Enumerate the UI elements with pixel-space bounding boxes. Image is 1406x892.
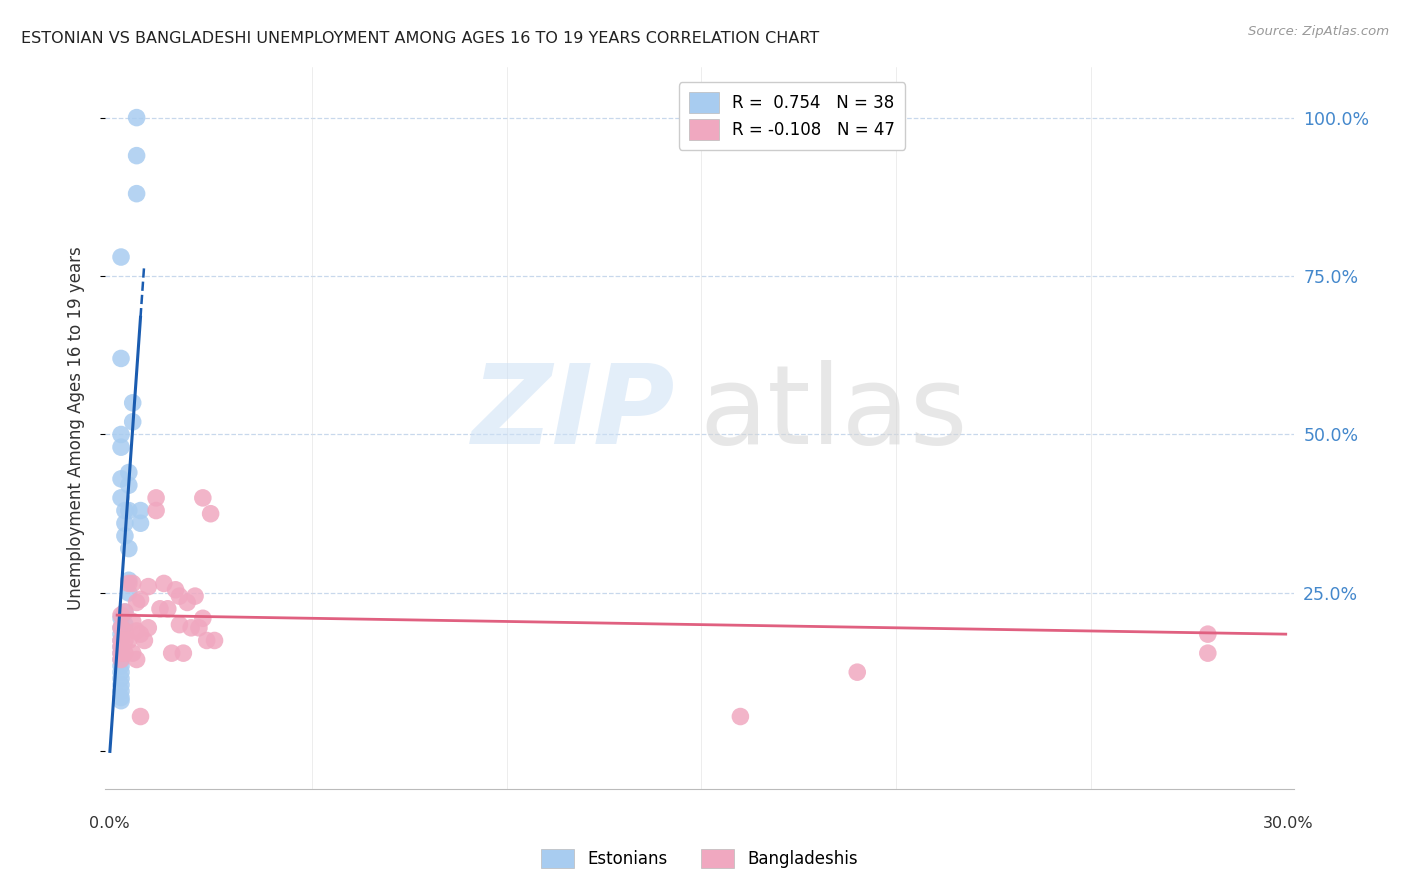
Point <box>191 491 214 505</box>
Text: Source: ZipAtlas.com: Source: ZipAtlas.com <box>1249 25 1389 38</box>
Point <box>110 684 132 698</box>
Point <box>200 507 222 521</box>
Point <box>110 351 132 366</box>
Point <box>129 709 152 723</box>
Point <box>110 611 132 625</box>
Point <box>165 582 187 597</box>
Point <box>110 250 132 264</box>
Y-axis label: Unemployment Among Ages 16 to 19 years: Unemployment Among Ages 16 to 19 years <box>66 246 84 610</box>
Point <box>160 646 183 660</box>
Point <box>110 608 132 623</box>
Point <box>114 633 136 648</box>
Point <box>195 633 218 648</box>
Point <box>114 624 136 638</box>
Point <box>204 633 226 648</box>
Point <box>121 415 143 429</box>
Point <box>149 601 172 615</box>
Point <box>118 586 141 600</box>
Point <box>110 678 132 692</box>
Point <box>145 491 167 505</box>
Point <box>118 478 141 492</box>
Point <box>125 186 148 201</box>
Point <box>118 576 141 591</box>
Point <box>114 516 136 531</box>
Point <box>114 646 136 660</box>
Point <box>180 621 202 635</box>
Point <box>110 694 132 708</box>
Point <box>118 466 141 480</box>
Point <box>156 601 179 615</box>
Point <box>110 665 132 680</box>
Point <box>125 624 148 638</box>
Point <box>114 605 136 619</box>
Point <box>110 491 132 505</box>
Point <box>118 503 141 517</box>
Point <box>110 658 132 673</box>
Point <box>125 111 148 125</box>
Point <box>110 627 132 641</box>
Point <box>114 605 136 619</box>
Point <box>125 148 148 162</box>
Point <box>110 621 132 635</box>
Point <box>169 589 191 603</box>
Point <box>1197 646 1219 660</box>
Point <box>846 665 869 680</box>
Text: atlas: atlas <box>700 360 967 467</box>
Point <box>172 646 194 660</box>
Legend: Estonians, Bangladeshis: Estonians, Bangladeshis <box>534 842 865 875</box>
Point <box>110 672 132 686</box>
Point <box>121 615 143 629</box>
Point <box>153 576 176 591</box>
Point <box>730 709 752 723</box>
Point <box>110 690 132 705</box>
Point <box>110 646 132 660</box>
Point <box>129 627 152 641</box>
Point <box>114 529 136 543</box>
Point <box>191 611 214 625</box>
Point <box>118 633 141 648</box>
Point <box>129 592 152 607</box>
Point <box>136 621 159 635</box>
Point <box>129 503 152 517</box>
Point <box>110 633 132 648</box>
Point <box>129 516 152 531</box>
Text: 0.0%: 0.0% <box>90 816 129 830</box>
Point <box>145 503 167 517</box>
Point <box>114 503 136 517</box>
Point <box>121 396 143 410</box>
Point <box>121 576 143 591</box>
Text: 30.0%: 30.0% <box>1263 816 1313 830</box>
Point <box>110 440 132 454</box>
Text: ESTONIAN VS BANGLADESHI UNEMPLOYMENT AMONG AGES 16 TO 19 YEARS CORRELATION CHART: ESTONIAN VS BANGLADESHI UNEMPLOYMENT AMO… <box>21 31 820 46</box>
Point <box>110 427 132 442</box>
Point <box>136 580 159 594</box>
Point <box>110 640 132 654</box>
Text: ZIP: ZIP <box>472 360 676 467</box>
Point <box>121 646 143 660</box>
Point <box>110 621 132 635</box>
Point <box>187 621 209 635</box>
Point <box>118 574 141 588</box>
Point <box>184 589 207 603</box>
Point <box>125 595 148 609</box>
Point <box>110 640 132 654</box>
Point <box>118 541 141 556</box>
Point <box>125 652 148 666</box>
Point <box>110 646 132 660</box>
Point <box>110 472 132 486</box>
Point <box>176 595 198 609</box>
Point <box>114 617 136 632</box>
Point <box>1197 627 1219 641</box>
Point <box>110 633 132 648</box>
Point <box>134 633 156 648</box>
Point <box>169 617 191 632</box>
Point <box>110 652 132 666</box>
Point <box>110 652 132 666</box>
